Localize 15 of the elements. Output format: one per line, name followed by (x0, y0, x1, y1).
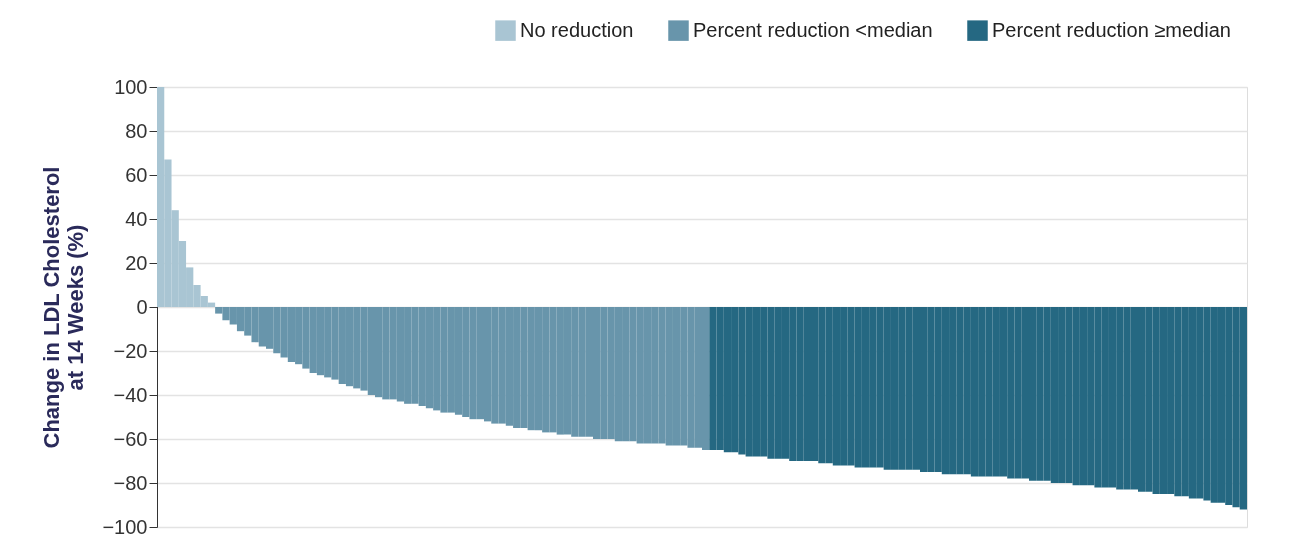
y-tick-label: −100 (102, 515, 148, 538)
y-tick-label: −80 (113, 471, 148, 494)
y-axis-title: Change in LDL Cholesterol at 14 Weeks (%) (39, 166, 89, 449)
y-tick-label: 80 (125, 119, 148, 142)
y-tick-label: 0 (136, 295, 148, 318)
y-tick-label: 100 (114, 75, 148, 98)
y-tick-label: −60 (113, 427, 148, 450)
y-tick-label: −20 (113, 339, 148, 362)
y-tick-label: 40 (125, 207, 148, 230)
y-tick-label: 20 (125, 251, 148, 274)
legend-label: No reduction (520, 18, 634, 41)
legend-label: Percent reduction ≥median (992, 18, 1231, 41)
y-tick-label: −40 (113, 383, 148, 406)
legend-label: Percent reduction <median (693, 18, 933, 41)
y-tick-label: 60 (125, 163, 148, 186)
